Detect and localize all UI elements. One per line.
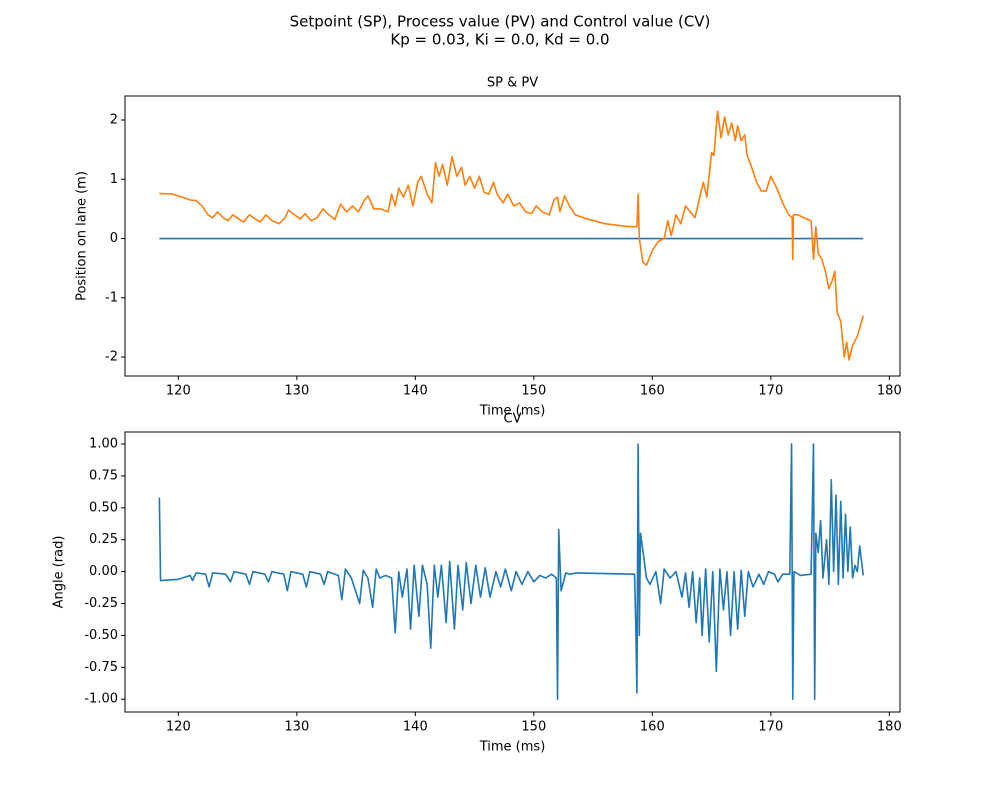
x-tick-label: 130 (284, 720, 309, 735)
y-tick-label: -0.25 (84, 596, 118, 611)
x-tick-label: 130 (284, 384, 309, 399)
x-tick-label: 150 (521, 384, 546, 399)
y-tick-label: -1.00 (84, 692, 118, 707)
x-axis-label: Time (ms) (479, 404, 546, 419)
x-tick-label: 180 (877, 720, 902, 735)
axes-frame (124, 431, 901, 713)
y-tick-label: 0.25 (89, 532, 118, 547)
axes-title: CV (504, 412, 522, 427)
y-tick-label: 2 (110, 113, 118, 128)
x-tick-label: 120 (166, 720, 191, 735)
figure-title: Setpoint (SP), Process value (PV) and Co… (290, 13, 711, 31)
data-line (158, 443, 865, 701)
data-line (159, 110, 865, 361)
y-tick-label: -0.75 (84, 660, 118, 675)
y-tick-label: 0.50 (89, 500, 118, 515)
x-tick-label: 120 (166, 384, 191, 399)
x-tick-label: 170 (758, 384, 783, 399)
x-tick-label: 170 (758, 720, 783, 735)
x-tick-label: 140 (403, 720, 428, 735)
y-tick-label: 0.75 (89, 468, 118, 483)
axes-title: SP & PV (487, 76, 538, 91)
y-tick-label: -1 (105, 290, 118, 305)
y-tick-label: -0.50 (84, 628, 118, 643)
y-tick-label: 1.00 (89, 436, 118, 451)
y-tick-label: -2 (105, 350, 118, 365)
x-tick-label: 180 (877, 384, 902, 399)
y-tick-label: 0 (110, 231, 118, 246)
figure-subtitle: Kp = 0.03, Ki = 0.0, Kd = 0.0 (390, 31, 609, 49)
x-tick-label: 140 (403, 384, 428, 399)
y-axis-label: Angle (rad) (52, 536, 67, 609)
x-axis-label: Time (ms) (479, 740, 546, 755)
x-tick-label: 160 (640, 384, 665, 399)
y-axis-label: Position on lane (m) (75, 171, 90, 301)
x-tick-label: 150 (521, 720, 546, 735)
axes-frame (124, 95, 901, 377)
x-tick-label: 160 (640, 720, 665, 735)
y-tick-label: 1 (110, 172, 118, 187)
y-tick-label: 0.00 (89, 564, 118, 579)
